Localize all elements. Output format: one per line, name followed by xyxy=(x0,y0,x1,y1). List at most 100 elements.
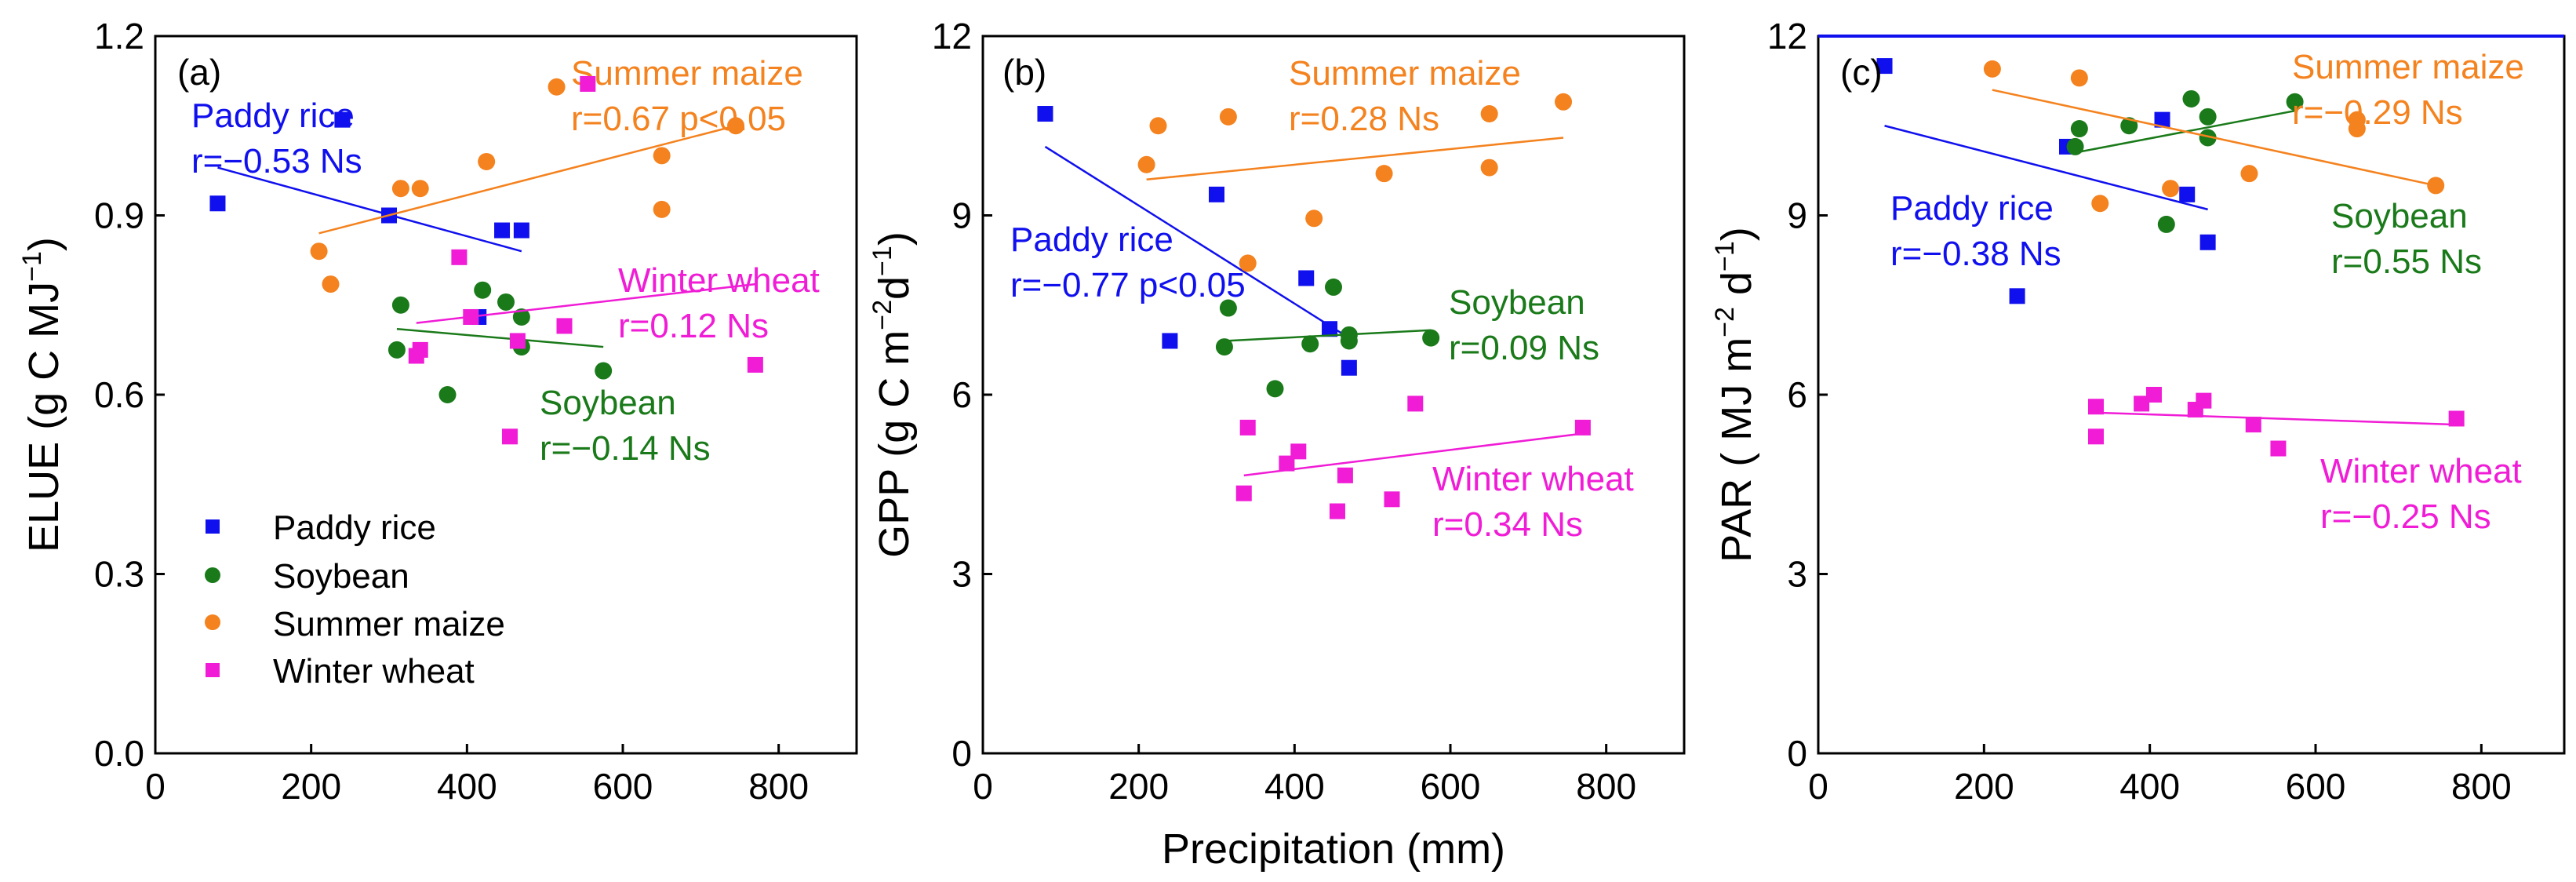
x-tick-label-c: 200 xyxy=(1954,766,2014,807)
annotation-soy-b: Soybean xyxy=(1449,283,1585,322)
x-axis-label: Precipitation (mm) xyxy=(1162,826,1505,873)
point-wheat-b xyxy=(1290,443,1307,460)
fit-line-soy-b xyxy=(1224,329,1432,342)
legend-label-rice: Paddy rice xyxy=(273,508,436,547)
y-tick-label-b: 9 xyxy=(951,195,972,236)
point-wheat-c xyxy=(2087,399,2104,415)
plot-frame-c xyxy=(1817,35,2566,755)
x-tick-label-c: 0 xyxy=(1808,766,1828,807)
annotation-wheat-c: r=−0.25 Ns xyxy=(2320,497,2491,536)
x-tick-label-a: 200 xyxy=(281,766,341,807)
point-soy-c xyxy=(2070,120,2088,138)
point-rice-c xyxy=(2179,186,2196,202)
point-soy-b xyxy=(1219,299,1237,317)
point-maize-c xyxy=(1983,60,2001,78)
x-tick-label-b: 800 xyxy=(1576,766,1636,807)
legend-marker-soy xyxy=(205,567,220,583)
point-maize-c xyxy=(2162,180,2180,198)
y-tick-label-a: 0.9 xyxy=(94,195,144,236)
legend-label-wheat: Winter wheat xyxy=(273,652,475,691)
point-soy-a xyxy=(512,308,530,326)
y-tick-label-a: 1.2 xyxy=(94,16,144,56)
x-tick-label-b: 400 xyxy=(1264,766,1325,807)
point-maize-a xyxy=(310,242,328,261)
legend-label-maize: Summer maize xyxy=(273,605,505,643)
y-axis-label-b: GPP (g C m−2d−1) xyxy=(868,231,918,558)
annotation-rice-a: r=−0.53 Ns xyxy=(191,142,362,180)
point-soy-a xyxy=(391,296,409,314)
point-maize-a xyxy=(653,147,671,165)
point-maize-b xyxy=(1305,210,1323,228)
point-maize-b xyxy=(1239,254,1257,272)
annotation-wheat-a: r=0.12 Ns xyxy=(618,307,769,345)
annotation-soy-a: r=−0.14 Ns xyxy=(540,429,711,468)
point-soy-a xyxy=(474,281,492,299)
point-wheat-c xyxy=(2087,428,2104,445)
point-maize-c xyxy=(2348,120,2366,138)
point-wheat-b xyxy=(1574,419,1591,436)
fit-line-maize-c xyxy=(1992,89,2436,187)
point-soy-b xyxy=(1266,380,1284,398)
y-tick-label-b: 12 xyxy=(932,16,972,56)
point-maize-a xyxy=(653,200,671,218)
x-tick-label-a: 800 xyxy=(748,766,809,807)
y-axis-label-a: ELUE (g C MJ−1) xyxy=(17,237,67,552)
fit-line-maize-a xyxy=(318,125,737,235)
x-tick-label-c: 400 xyxy=(2119,766,2180,807)
point-maize-b xyxy=(1137,155,1155,173)
y-tick-label-c: 12 xyxy=(1767,16,1807,56)
point-maize-b xyxy=(1375,165,1393,183)
point-wheat-c xyxy=(2134,395,2150,412)
annotation-rice-c: Paddy rice xyxy=(1890,189,2054,228)
point-soy-a xyxy=(387,341,406,359)
point-wheat-a xyxy=(412,341,428,358)
point-rice-c xyxy=(2009,288,2025,304)
point-maize-b xyxy=(1480,159,1498,177)
legend: Paddy rice Soybean Summer maize Winter w… xyxy=(205,508,505,691)
point-rice-b xyxy=(1341,359,1357,376)
point-maize-a xyxy=(391,180,409,198)
y-tick-label-c: 3 xyxy=(1787,554,1807,595)
point-maize-b xyxy=(1480,105,1498,123)
point-rice-b xyxy=(1037,106,1053,122)
panel-b: 0 200 400 600 800 0 3 6 9 12 Paddy rice r=−0.77 p<0… xyxy=(868,16,1686,873)
x-tick-label-c: 600 xyxy=(2286,766,2346,807)
fit-line-soy-a xyxy=(396,327,604,348)
point-wheat-c xyxy=(2448,410,2465,427)
point-wheat-a xyxy=(556,318,573,334)
point-wheat-a xyxy=(580,75,596,92)
point-wheat-b xyxy=(1279,455,1295,472)
point-maize-a xyxy=(322,275,340,293)
point-maize-c xyxy=(2427,177,2445,195)
y-tick-label-a: 0.0 xyxy=(94,733,144,774)
point-maize-b xyxy=(1219,108,1237,126)
annotation-maize-b: Summer maize xyxy=(1289,54,1521,93)
x-tick-label-c: 800 xyxy=(2451,766,2512,807)
x-tick-label-a: 0 xyxy=(145,766,166,807)
point-rice-a xyxy=(334,111,351,128)
point-soy-a xyxy=(497,293,515,311)
y-tick-label-a: 0.6 xyxy=(94,374,144,415)
panel-label-b: (b) xyxy=(1002,52,1046,93)
annotation-wheat-a: Winter wheat xyxy=(618,261,820,300)
point-rice-b xyxy=(1298,270,1315,286)
legend-marker-maize xyxy=(205,614,220,630)
fit-line-rice-c xyxy=(1884,125,2208,211)
panel-a: 0 200 400 600 800 0.0 0.3 0.6 0.9 1.2 Paddy rice r=… xyxy=(17,16,858,807)
annotation-maize-b: r=0.28 Ns xyxy=(1289,100,1439,138)
point-soy-a xyxy=(595,362,613,380)
point-maize-a xyxy=(548,78,566,96)
fit-line-rice-a xyxy=(217,166,522,253)
fit-line-wheat-c xyxy=(2095,411,2457,426)
point-rice-a xyxy=(494,222,511,239)
point-soy-b xyxy=(1422,329,1440,347)
annotation-soy-c: Soybean xyxy=(2331,197,2468,235)
annotation-maize-c: Summer maize xyxy=(2292,48,2524,86)
point-soy-c xyxy=(2157,215,2175,233)
plot-layer-a: 0 200 400 600 800 0.0 0.3 0.6 0.9 1.2 Paddy rice r=… xyxy=(94,16,820,807)
point-maize-c xyxy=(2070,69,2088,87)
point-soy-c xyxy=(2199,108,2217,126)
point-rice-c xyxy=(1876,58,1893,75)
point-wheat-a xyxy=(463,308,479,325)
